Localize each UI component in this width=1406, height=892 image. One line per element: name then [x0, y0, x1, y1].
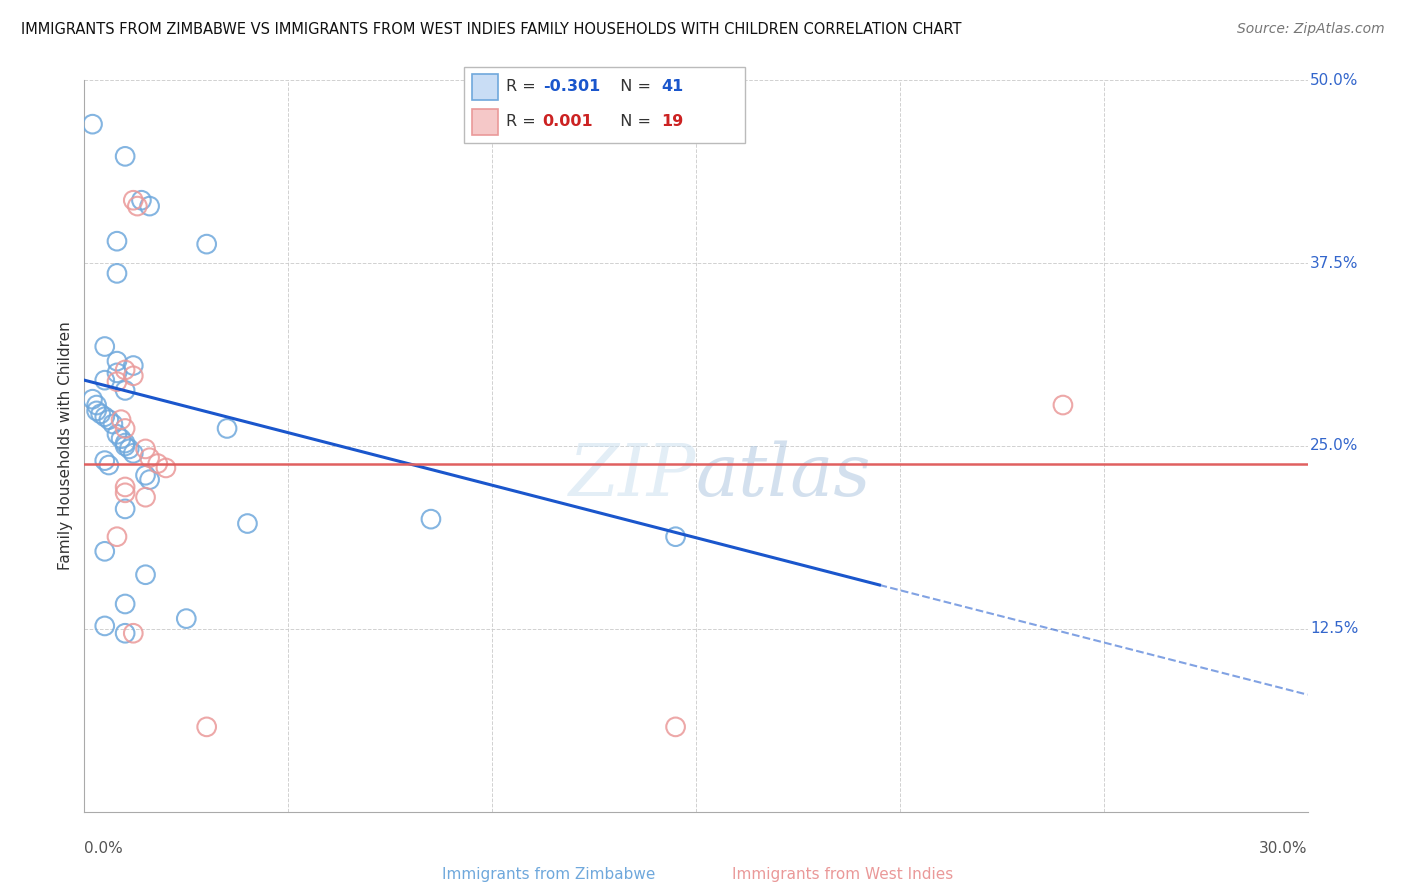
- Point: [93, 544, 115, 558]
- Point: [155, 461, 177, 475]
- Point: [138, 450, 160, 465]
- Point: [664, 530, 686, 544]
- Point: [138, 473, 160, 487]
- Text: N =: N =: [610, 79, 657, 95]
- Point: [122, 359, 145, 373]
- Text: 0.001: 0.001: [543, 114, 593, 129]
- Point: [86, 398, 108, 412]
- Point: [82, 392, 104, 407]
- Text: R =: R =: [506, 114, 546, 129]
- Bar: [472, 75, 498, 100]
- Point: [114, 421, 136, 435]
- Point: [114, 626, 136, 640]
- Point: [82, 117, 104, 131]
- Point: [195, 237, 218, 252]
- Point: [114, 480, 136, 494]
- Point: [114, 363, 136, 377]
- Text: ZIP: ZIP: [568, 440, 696, 510]
- Text: -0.301: -0.301: [543, 79, 600, 95]
- Text: 19: 19: [661, 114, 683, 129]
- Point: [195, 720, 218, 734]
- Point: [135, 468, 157, 483]
- Text: 37.5%: 37.5%: [1310, 256, 1358, 270]
- Point: [114, 436, 136, 450]
- Text: Immigrants from West Indies: Immigrants from West Indies: [733, 867, 953, 881]
- Point: [93, 373, 115, 387]
- Text: atlas: atlas: [696, 440, 872, 510]
- Point: [105, 375, 128, 389]
- Point: [93, 619, 115, 633]
- Point: [114, 439, 136, 453]
- Point: [122, 193, 145, 207]
- Point: [122, 368, 145, 383]
- Point: [135, 567, 157, 582]
- Point: [1052, 398, 1074, 412]
- Point: [97, 458, 120, 472]
- Point: [97, 412, 120, 426]
- Point: [114, 485, 136, 500]
- Point: [114, 149, 136, 163]
- Point: [664, 720, 686, 734]
- Point: [93, 453, 115, 467]
- Point: [105, 530, 128, 544]
- Point: [135, 442, 157, 456]
- Point: [138, 199, 160, 213]
- Text: 0.0%: 0.0%: [84, 841, 124, 856]
- Point: [420, 512, 443, 526]
- Point: [122, 626, 145, 640]
- Point: [118, 442, 141, 456]
- Point: [90, 407, 112, 421]
- Point: [105, 234, 128, 248]
- Point: [114, 502, 136, 516]
- Point: [86, 404, 108, 418]
- Point: [101, 417, 124, 431]
- Text: IMMIGRANTS FROM ZIMBABWE VS IMMIGRANTS FROM WEST INDIES FAMILY HOUSEHOLDS WITH C: IMMIGRANTS FROM ZIMBABWE VS IMMIGRANTS F…: [21, 22, 962, 37]
- Point: [131, 193, 153, 207]
- Point: [114, 597, 136, 611]
- Point: [93, 409, 115, 424]
- Point: [122, 446, 145, 460]
- Point: [105, 354, 128, 368]
- Point: [114, 384, 136, 398]
- Bar: [472, 110, 498, 136]
- Point: [127, 199, 149, 213]
- Point: [105, 266, 128, 280]
- Point: [135, 490, 157, 504]
- Point: [217, 421, 239, 435]
- Point: [146, 457, 169, 471]
- Text: 50.0%: 50.0%: [1310, 73, 1358, 87]
- Text: 30.0%: 30.0%: [1260, 841, 1308, 856]
- Y-axis label: Family Households with Children: Family Households with Children: [58, 322, 73, 570]
- Text: Immigrants from Zimbabwe: Immigrants from Zimbabwe: [443, 867, 655, 881]
- Point: [105, 427, 128, 442]
- Point: [174, 612, 197, 626]
- Text: 41: 41: [661, 79, 683, 95]
- Text: 25.0%: 25.0%: [1310, 439, 1358, 453]
- Point: [236, 516, 259, 531]
- Text: N =: N =: [610, 114, 657, 129]
- Point: [110, 412, 132, 426]
- Point: [110, 432, 132, 446]
- Text: Source: ZipAtlas.com: Source: ZipAtlas.com: [1237, 22, 1385, 37]
- Text: 12.5%: 12.5%: [1310, 622, 1358, 636]
- Text: R =: R =: [506, 79, 541, 95]
- Point: [105, 366, 128, 380]
- Point: [93, 339, 115, 353]
